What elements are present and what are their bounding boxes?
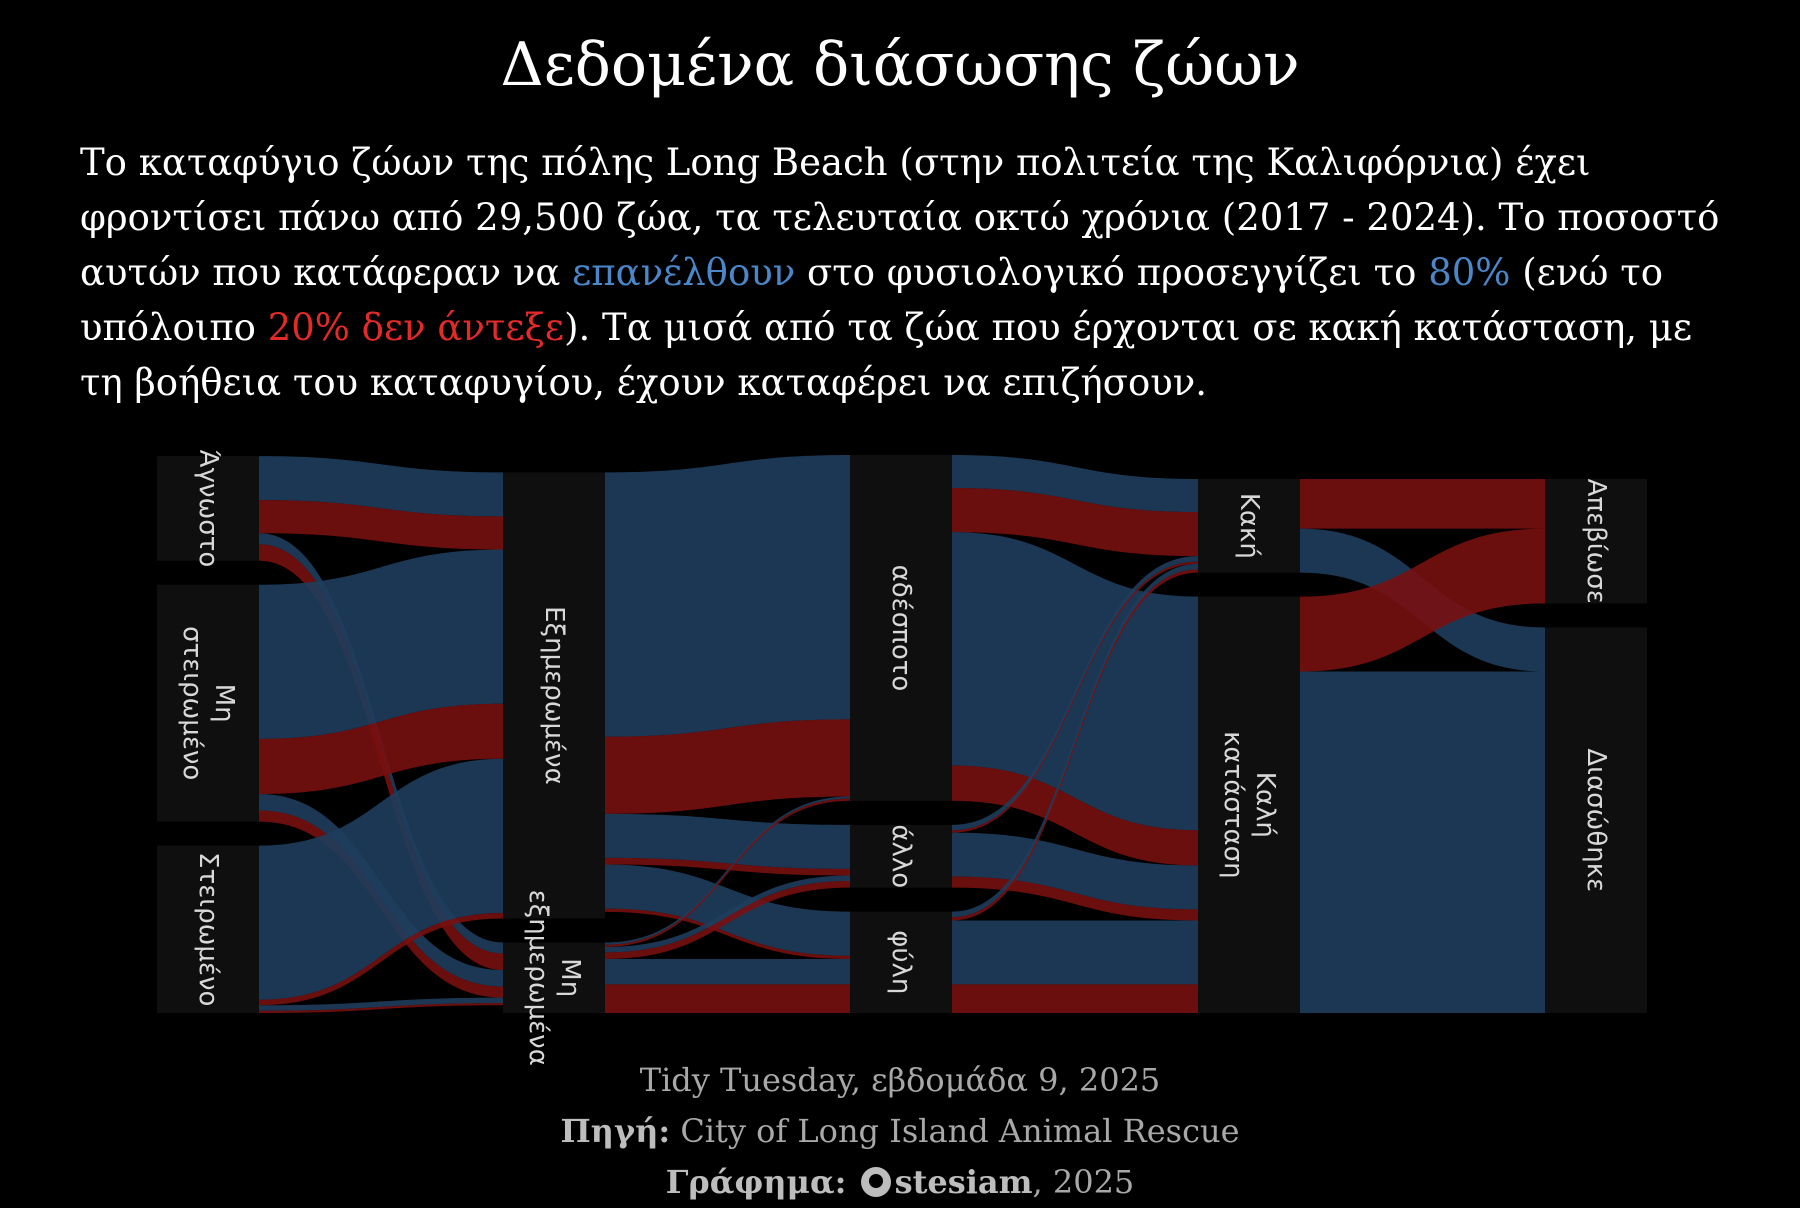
subtitle-highlight-died: 20% δεν άντεξε <box>267 306 565 349</box>
node-Διασώθηκε <box>1545 627 1647 1013</box>
caption-line-graphic: Γράφημα: stesiam, 2025 <box>0 1157 1800 1208</box>
github-icon <box>860 1167 891 1197</box>
flow-survived-Μη-εξημερωμένα-to-άλλο <box>605 875 850 953</box>
sankey-flows <box>259 455 1545 1013</box>
subtitle-text-4: ). Τα μισά από τα ζώα που έρχονται σε κα… <box>80 306 1693 404</box>
flow-died-Στειρωμένο-to-Μη-εξημερωμένα <box>259 1003 503 1013</box>
caption-source-label: Πηγή: <box>560 1112 671 1150</box>
node-Μη-στειρωμένο <box>157 584 259 822</box>
node-label-Καλή-κατάσταση: Καλήκατάσταση <box>1218 731 1280 878</box>
flow-survived-Μη-στειρωμένο-to-Εξημερωμένα <box>259 549 503 739</box>
chart-title: Δεδομένα διάσωσης ζώων <box>500 30 1300 100</box>
subtitle-text-3: (ενώ το υπόλοιπο <box>80 251 1663 349</box>
node-Στειρωμένο <box>157 845 259 1013</box>
node-label-Εξημερωμένα: Εξημερωμένα <box>539 606 569 785</box>
node-Απεβίωσε <box>1545 479 1647 604</box>
flow-died-Μη-εξημερωμένα-to-φύλη <box>605 984 850 1013</box>
caption-source: City of Long Island Animal Rescue <box>680 1112 1240 1150</box>
node-Καλή-κατάσταση <box>1198 596 1300 1013</box>
node-label-φύλη: φύλη <box>886 930 916 994</box>
flow-died-φύλη-to-Καλή-κατάσταση <box>952 984 1198 1013</box>
caption-line-tidytuesday: Tidy Tuesday, εβδομάδα 9, 2025 <box>639 1061 1161 1099</box>
flow-died-Μη-στειρωμένο-to-Εξημερωμένα <box>259 703 503 795</box>
flow-died-φύλη-to-Κακή <box>952 569 1198 921</box>
subtitle-text-1: Το καταφύγιο ζώων της πόλης Long Beach (… <box>80 141 1720 294</box>
subtitle-text-2: στο φυσιολογικό προσεγγίζει το <box>795 251 1429 294</box>
sankey-labels: Άγνωστο Μηστειρωμένο Στειρωμένο Εξημερωμένα… <box>177 450 1611 1066</box>
flow-died-Καλή-κατάσταση-to-Απεβίωσε <box>1300 528 1545 672</box>
flow-died-αδέσποτο-to-Καλή-κατάσταση <box>952 765 1198 866</box>
flow-died-Κακή-to-Απεβίωσε <box>1300 479 1545 529</box>
node-Εξημερωμένα <box>503 472 605 919</box>
flow-died-Εξημερωμένα-to-άλλο <box>605 857 850 876</box>
node-label-Στειρωμένο: Στειρωμένο <box>193 852 223 1006</box>
flow-survived-φύλη-to-Καλή-κατάσταση <box>952 920 1198 985</box>
flow-died-αδέσποτο-to-Κακή <box>952 488 1198 557</box>
node-label-Διασώθηκε: Διασώθηκε <box>1581 748 1611 892</box>
caption-year: , 2025 <box>1032 1163 1135 1201</box>
node-Κακή <box>1198 479 1300 573</box>
subtitle-highlight-recovered: επανέλθουν <box>572 251 796 294</box>
flow-died-Εξημερωμένα-to-αδέσποτο <box>605 719 850 814</box>
flow-survived-Μη-εξημερωμένα-to-αδέσποτο <box>605 796 850 945</box>
node-Μη-εξημερωμένα <box>503 942 605 1013</box>
flow-survived-Καλή-κατάσταση-to-Διασώθηκε <box>1300 671 1545 1013</box>
node-label-Μη-στειρωμένο: Μηστειρωμένο <box>177 626 239 780</box>
node-label-αδέσποτο: αδέσποτο <box>886 565 916 692</box>
flow-died-Στειρωμένο-to-Εξημερωμένα <box>259 912 503 1006</box>
flow-survived-αδέσποτο-to-Κακή <box>952 455 1198 513</box>
subtitle-highlight-percent-recovered: 80% <box>1428 251 1511 294</box>
flow-survived-Εξημερωμένα-to-αδέσποτο <box>605 455 850 737</box>
node-label-άλλο: άλλο <box>886 824 916 888</box>
chart-subtitle: Το καταφύγιο ζώων της πόλης Long Beach (… <box>80 135 1720 410</box>
caption-graphic-label: Γράφημα: <box>665 1163 847 1201</box>
flow-died-άλλο-to-Καλή-κατάσταση <box>952 876 1198 921</box>
flow-survived-άλλο-to-Κακή <box>952 556 1198 831</box>
flow-survived-Εξημερωμένα-to-φύλη <box>605 864 850 956</box>
node-label-Άγνωστο: Άγνωστο <box>193 450 223 568</box>
node-label-Μη-εξημερωμένα: Μηεξημερωμένα <box>523 890 585 1066</box>
caption-line-source: Πηγή: City of Long Island Animal Rescue <box>0 1106 1800 1157</box>
flow-died-Άγνωστο-to-Εξημερωμένα <box>259 500 503 550</box>
node-αδέσποτο <box>850 455 952 801</box>
flow-survived-Άγνωστο-to-Εξημερωμένα <box>259 456 503 517</box>
flow-survived-Μη-εξημερωμένα-to-φύλη <box>605 959 850 985</box>
chart-caption: Tidy Tuesday, εβδομάδα 9, 2025 Πηγή: Cit… <box>0 1055 1800 1208</box>
flow-survived-Στειρωμένο-to-Εξημερωμένα <box>259 758 503 1000</box>
node-label-Κακή: Κακή <box>1234 493 1264 559</box>
flow-survived-φύλη-to-Κακή <box>952 563 1198 918</box>
flow-survived-Εξημερωμένα-to-άλλο <box>605 813 850 869</box>
flow-died-Μη-εξημερωμένα-to-αδέσποτο <box>605 798 850 947</box>
node-άλλο <box>850 824 952 888</box>
flow-died-Μη-εξημερωμένα-to-άλλο <box>605 881 850 960</box>
node-label-Απεβίωσε: Απεβίωσε <box>1581 479 1611 604</box>
sankey-nodes <box>157 455 1647 1013</box>
flow-survived-Στειρωμένο-to-Μη-εξημερωμένα <box>259 997 503 1011</box>
flow-died-Εξημερωμένα-to-φύλη <box>605 908 850 960</box>
flow-died-άλλο-to-Κακή <box>952 561 1198 833</box>
node-Άγνωστο <box>157 456 259 561</box>
caption-author: stesiam <box>894 1163 1033 1201</box>
flow-survived-άλλο-to-Καλή-κατάσταση <box>952 832 1198 910</box>
node-φύλη <box>850 911 952 1013</box>
